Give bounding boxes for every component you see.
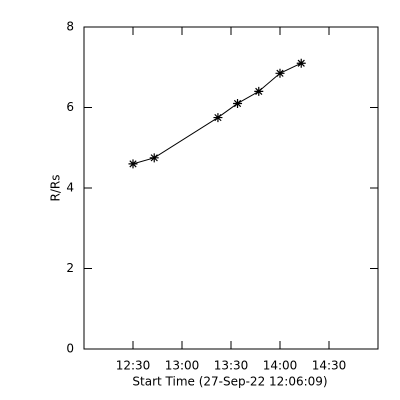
y-tick-label: 6 [66,100,74,114]
y-tick-label: 4 [66,181,74,195]
y-tick-label: 2 [66,261,74,275]
y-tick-label: 8 [66,20,74,34]
data-point [128,159,138,169]
data-point [213,113,223,123]
x-axis-label: Start Time (27-Sep-22 12:06:09) [132,375,327,389]
data-point [254,86,264,96]
data-point [275,68,285,78]
x-tick-label: 14:30 [312,359,347,373]
series-line [132,62,302,165]
data-point [233,98,243,108]
plot-frame [83,26,379,350]
y-tick-label: 0 [66,342,74,356]
x-tick-label: 13:00 [165,359,200,373]
data-point [149,153,159,163]
x-tick-label: 13:30 [214,359,249,373]
data-point [296,58,306,68]
x-tick-label: 12:30 [116,359,151,373]
y-axis-label: R/Rs [49,175,63,202]
x-tick-label: 14:00 [263,359,298,373]
